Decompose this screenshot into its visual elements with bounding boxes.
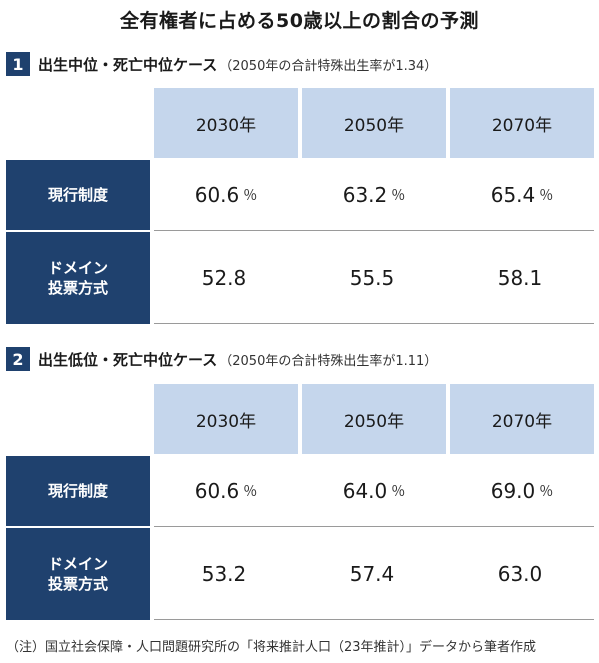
row-header: 現行制度 (6, 456, 150, 526)
row-header-line: ドメイン (47, 554, 108, 573)
cell-value: 52.8 (201, 266, 247, 290)
table-cell: 63.2 ％ (302, 160, 446, 230)
table-cell: 52.8 (154, 232, 298, 324)
table-cell: 69.0 ％ (450, 456, 594, 526)
case-heading: 2 出生低位・死亡中位ケース （2050年の合計特殊出生率が1.11） (6, 347, 437, 371)
year-header: 2030年 (154, 384, 298, 454)
table-cell: 58.1 (450, 232, 594, 324)
row-header: ドメイン 投票方式 (6, 528, 150, 620)
cell-value: 60.6 (194, 479, 240, 503)
year-header: 2070年 (450, 88, 594, 158)
row-header: 現行制度 (6, 160, 150, 230)
cell-value: 65.4 (490, 183, 536, 207)
cell-unit: ％ (391, 188, 406, 204)
table-cell: 65.4 ％ (450, 160, 594, 230)
table-cell: 57.4 (302, 528, 446, 620)
case-note: （2050年の合計特殊出生率が1.34） (219, 58, 438, 74)
row-divider (154, 230, 594, 231)
table-cell: 53.2 (154, 528, 298, 620)
row-header-line: 現行制度 (47, 185, 108, 204)
case-note: （2050年の合計特殊出生率が1.11） (219, 353, 438, 369)
table-cell: 60.6 ％ (154, 160, 298, 230)
cell-value: 63.2 (342, 183, 388, 207)
cell-value: 58.1 (497, 266, 543, 290)
row-divider (154, 323, 594, 324)
footnote: （注）国立社会保障・人口問題研究所の「将来推計人口（23年推計）」データから筆者… (6, 640, 537, 655)
case-number-badge: 1 (6, 52, 30, 76)
year-header: 2050年 (302, 384, 446, 454)
cell-value: 53.2 (201, 562, 247, 586)
cell-value: 69.0 (490, 479, 536, 503)
case-title: 出生中位・死亡中位ケース (38, 55, 218, 74)
cell-unit: ％ (243, 484, 258, 500)
cell-value: 64.0 (342, 479, 388, 503)
row-divider (154, 526, 594, 527)
year-header: 2050年 (302, 88, 446, 158)
table-cell: 60.6 ％ (154, 456, 298, 526)
row-header-line: ドメイン (47, 258, 108, 277)
table-cell: 64.0 ％ (302, 456, 446, 526)
cell-unit: ％ (243, 188, 258, 204)
table-cell: 63.0 (450, 528, 594, 620)
cell-value: 60.6 (194, 183, 240, 207)
case-number-badge: 2 (6, 347, 30, 371)
row-header-line: 投票方式 (47, 279, 108, 297)
table-cell: 55.5 (302, 232, 446, 324)
cell-value: 57.4 (349, 562, 395, 586)
cell-unit: ％ (539, 484, 554, 500)
year-header: 2030年 (154, 88, 298, 158)
cell-unit: ％ (391, 484, 406, 500)
row-header-line: 投票方式 (47, 575, 108, 593)
cell-value: 63.0 (497, 562, 543, 586)
page-title: 全有権者に占める50歳以上の割合の予測 (120, 10, 479, 32)
cell-unit: ％ (539, 188, 554, 204)
case-title: 出生低位・死亡中位ケース (38, 350, 218, 369)
row-divider (154, 619, 594, 620)
case-heading: 1 出生中位・死亡中位ケース （2050年の合計特殊出生率が1.34） (6, 52, 437, 76)
cell-value: 55.5 (349, 266, 395, 290)
row-header-line: 現行制度 (47, 481, 108, 500)
row-header: ドメイン 投票方式 (6, 232, 150, 324)
year-header: 2070年 (450, 384, 594, 454)
